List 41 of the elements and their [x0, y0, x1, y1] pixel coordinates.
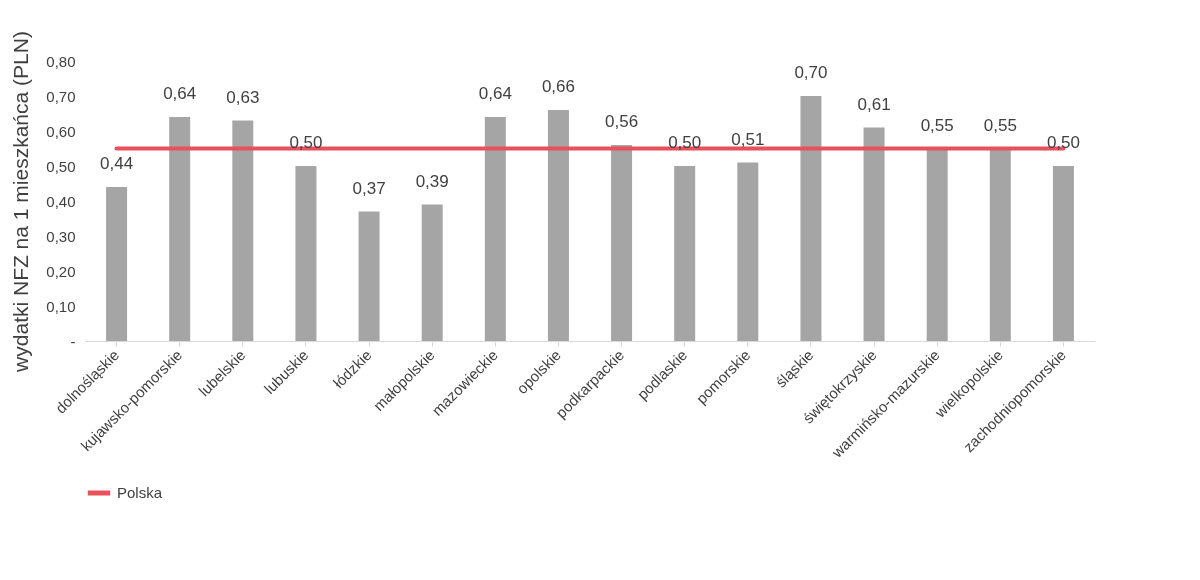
- legend-label: Polska: [117, 484, 163, 501]
- data-label: 0,44: [100, 154, 134, 173]
- data-label: 0,56: [605, 112, 639, 131]
- data-label: 0,50: [1046, 133, 1080, 152]
- bar: [737, 162, 759, 341]
- y-tick-label: 0,20: [46, 262, 76, 280]
- y-tick-label: 0,50: [46, 157, 76, 175]
- data-label: 0,55: [920, 115, 954, 135]
- y-tick-label: 0,40: [46, 192, 76, 210]
- data-label: 0,51: [731, 129, 765, 149]
- bar: [484, 117, 506, 341]
- data-label: 0,61: [857, 94, 891, 114]
- bar: [1052, 166, 1074, 341]
- bar: [863, 127, 885, 341]
- data-label: 0,66: [541, 77, 575, 96]
- y-tick-label: 0,80: [46, 52, 76, 70]
- bar: [611, 145, 633, 341]
- y-tick-label: 0,70: [46, 87, 76, 105]
- data-label: 0,64: [163, 84, 197, 103]
- bar: [232, 120, 254, 341]
- y-tick-label: -: [70, 332, 76, 350]
- y-tick-label: 0,30: [46, 227, 76, 245]
- data-label: 0,63: [226, 87, 260, 107]
- bar: [421, 204, 443, 341]
- bar: [800, 96, 822, 341]
- data-label: 0,64: [478, 84, 512, 103]
- data-label: 0,39: [415, 171, 449, 191]
- bar: [106, 187, 128, 341]
- bar: [295, 166, 317, 341]
- bar: [169, 117, 191, 341]
- data-label: 0,55: [983, 115, 1017, 135]
- y-tick-label: 0,10: [46, 297, 76, 315]
- data-label: 0,37: [352, 178, 386, 198]
- bar: [989, 148, 1011, 341]
- bar: [547, 110, 569, 341]
- bar: [358, 211, 380, 341]
- y-tick-label: 0,60: [46, 122, 76, 140]
- y-axis-title: wydatki NFZ na 1 mieszkańca (PLN): [9, 31, 33, 373]
- data-label: 0,70: [794, 63, 828, 82]
- bar: [674, 166, 696, 341]
- bar: [926, 148, 948, 341]
